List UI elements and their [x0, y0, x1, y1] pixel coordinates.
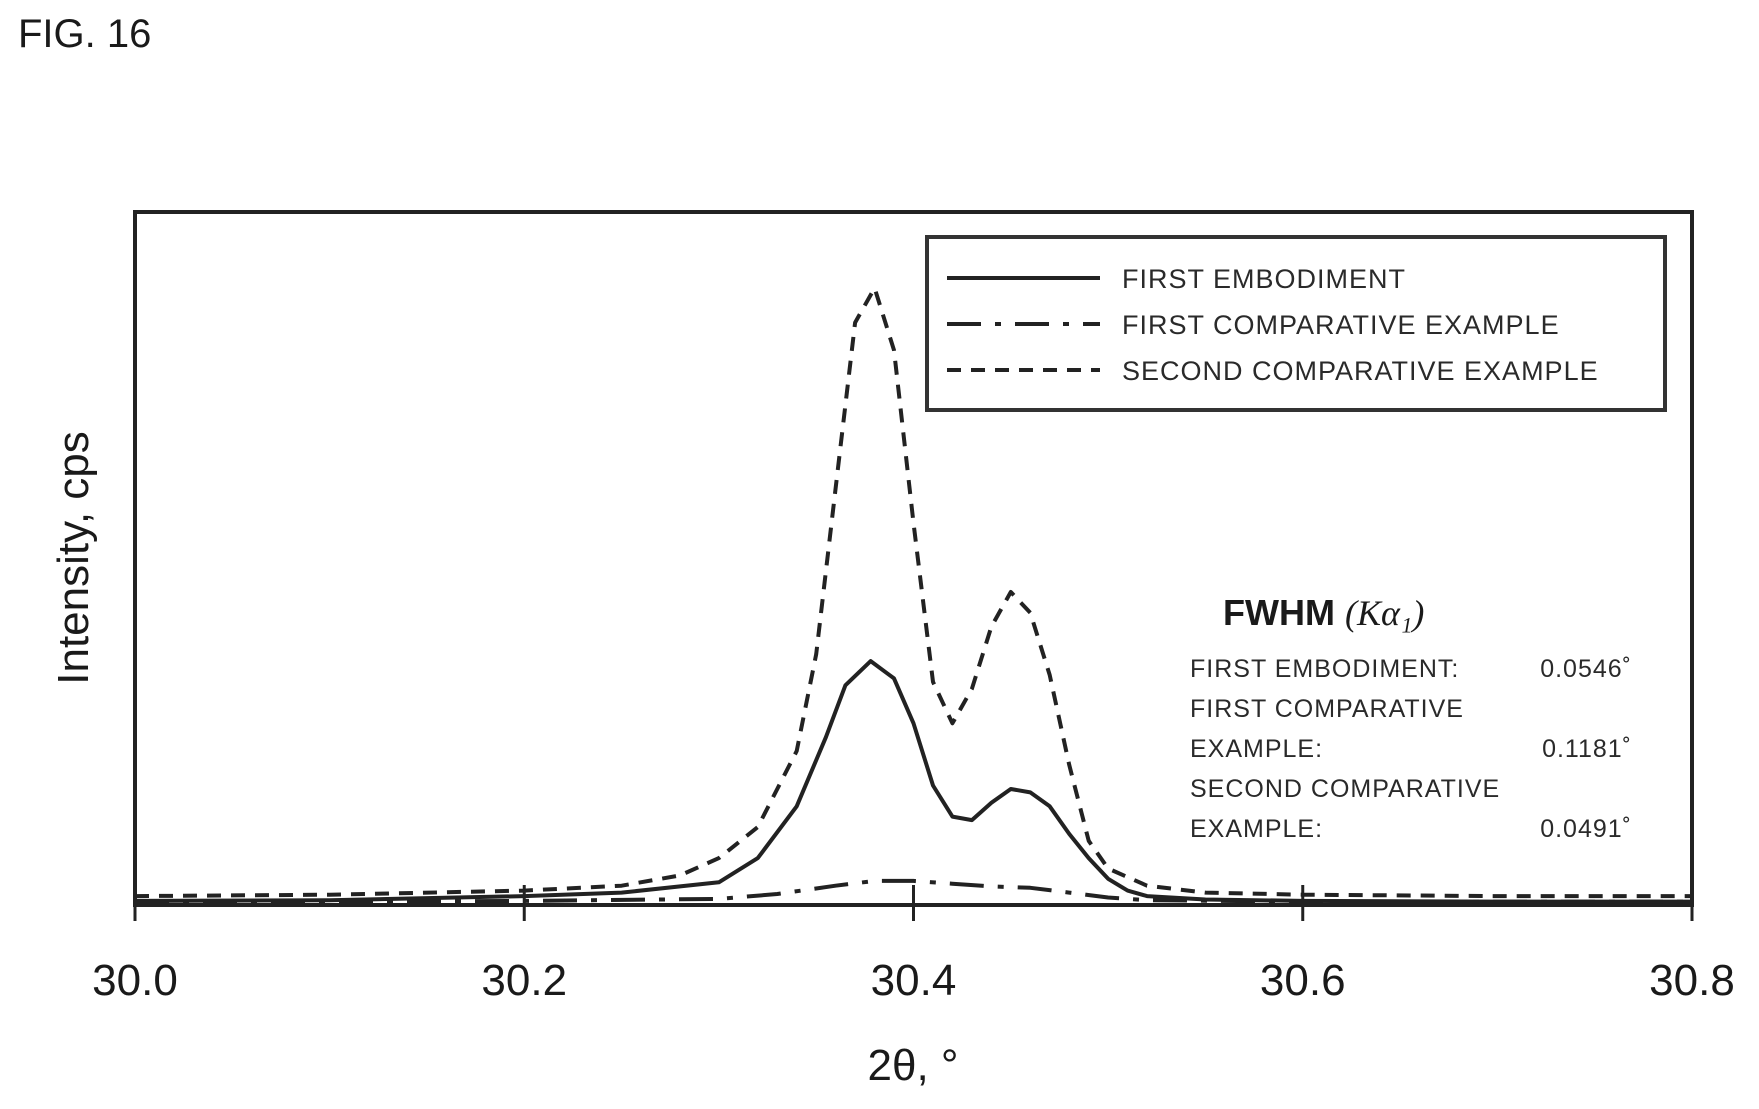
- fwhm-row-label: FIRST EMBODIMENT:: [1190, 655, 1459, 683]
- x-axis-ticks: 30.0 30.2 30.4 30.6 30.8: [92, 885, 1735, 1005]
- x-axis-title: 2θ, °: [868, 1041, 959, 1090]
- fwhm-row-label: FIRST COMPARATIVE: [1190, 695, 1464, 723]
- x-tick-label: 30.2: [481, 956, 567, 1005]
- x-tick-label: 30.4: [871, 956, 957, 1005]
- series-line: [134, 286, 1692, 899]
- fwhm-row-value: 0.0546˚: [1540, 655, 1632, 683]
- fwhm-row-label: EXAMPLE:: [1190, 735, 1323, 763]
- legend-label: SECOND COMPARATIVE EXAMPLE: [1122, 356, 1599, 386]
- fwhm-row-label: EXAMPLE:: [1190, 815, 1323, 843]
- series-line: [135, 878, 1692, 904]
- fwhm-annotation: FWHM (Kα₁) FIRST EMBODIMENT: 0.0546˚ FIRST …: [1190, 592, 1632, 843]
- fwhm-row-label: SECOND COMPARATIVE: [1190, 775, 1500, 803]
- legend-box: [925, 235, 1667, 412]
- legend-label: FIRST COMPARATIVE EXAMPLE: [1122, 310, 1560, 340]
- series-line: [134, 659, 1692, 904]
- x-tick-label: 30.0: [92, 956, 178, 1005]
- plot-area: 30.0 30.2 30.4 30.6 30.8: [92, 210, 1735, 1005]
- fwhm-title-text: FWHM: [1223, 592, 1335, 633]
- figure-label: FIG. 16: [18, 12, 152, 56]
- legend: FIRST EMBODIMENT FIRST COMPARATIVE EXAMPL…: [925, 235, 1667, 412]
- fwhm-title: FWHM (Kα₁): [1223, 592, 1424, 633]
- y-axis-title: Intensity, cps: [49, 431, 98, 685]
- series-layer: [134, 286, 1692, 904]
- fwhm-row-value: 0.1181˚: [1542, 735, 1632, 763]
- x-tick-label: 30.8: [1649, 956, 1735, 1005]
- fwhm-title-symbol: (Kα₁): [1345, 593, 1424, 633]
- legend-label: FIRST EMBODIMENT: [1122, 264, 1406, 294]
- fwhm-row-value: 0.0491˚: [1540, 815, 1632, 843]
- x-tick-label: 30.6: [1260, 956, 1346, 1005]
